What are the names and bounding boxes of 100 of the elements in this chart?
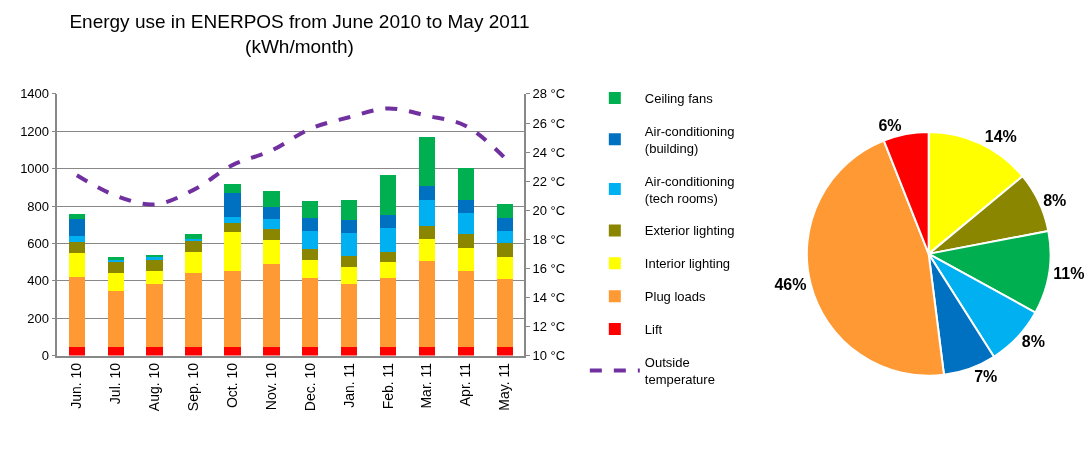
bar xyxy=(457,200,474,213)
bar xyxy=(185,238,202,241)
bar xyxy=(379,347,397,356)
bar xyxy=(185,251,202,274)
bar xyxy=(418,186,436,200)
data-label: 8% xyxy=(1021,332,1045,350)
bar xyxy=(302,347,319,356)
bar xyxy=(418,238,436,262)
legend-label: Exterior lighting xyxy=(644,223,735,239)
bar xyxy=(263,219,280,230)
legend-label: Air-conditioning (tech rooms) xyxy=(644,173,735,206)
bar xyxy=(418,347,436,356)
x-tick-label: May. 11 xyxy=(496,362,513,411)
bar xyxy=(68,252,86,278)
y2-tick-label: 16 °C xyxy=(532,260,566,276)
bar xyxy=(224,217,241,223)
bar xyxy=(379,175,397,216)
bar xyxy=(340,233,358,256)
x-tick-label: Jun. 10 xyxy=(68,362,85,409)
bar xyxy=(107,273,124,292)
bar xyxy=(224,232,241,272)
bar xyxy=(263,229,280,240)
data-label: 11% xyxy=(1053,264,1085,282)
bar xyxy=(263,207,280,220)
bar xyxy=(302,249,319,261)
x-tick-label: Sep. 10 xyxy=(185,362,202,412)
y2-tick-label: 22 °C xyxy=(532,173,566,189)
bar xyxy=(263,264,280,348)
x-tick-label: Mar. 11 xyxy=(418,362,435,409)
bar xyxy=(107,262,124,274)
bar xyxy=(302,260,319,279)
bar xyxy=(340,220,358,234)
bar xyxy=(68,277,86,348)
x-tick-label: Dec. 10 xyxy=(301,362,318,412)
y2-tick-label: 26 °C xyxy=(532,115,566,131)
bar xyxy=(379,278,397,348)
y-tick-label: 1400 xyxy=(20,86,50,102)
bar xyxy=(496,204,513,219)
bar xyxy=(340,347,358,356)
y2-tick-label: 24 °C xyxy=(532,144,566,160)
bar xyxy=(107,347,124,356)
bar xyxy=(107,291,124,348)
bar xyxy=(418,225,436,239)
bar xyxy=(68,219,86,236)
bar xyxy=(379,227,397,252)
bar xyxy=(457,212,474,235)
bar xyxy=(457,271,474,348)
bar xyxy=(302,201,319,219)
bar xyxy=(379,251,397,263)
bar xyxy=(224,192,241,218)
bar xyxy=(68,235,86,242)
y-tick-label: 800 xyxy=(27,198,50,214)
data-label: 8% xyxy=(1043,191,1067,209)
x-tick-label: Oct. 10 xyxy=(223,362,240,409)
bar xyxy=(496,231,513,244)
bar xyxy=(302,231,319,250)
legend-label: Ceiling fans xyxy=(644,90,714,106)
y2-tick-label: 14 °C xyxy=(532,289,566,305)
bar xyxy=(496,243,513,258)
bar xyxy=(457,248,474,272)
bar xyxy=(185,234,202,239)
y-tick-label: 400 xyxy=(27,273,50,289)
bar xyxy=(68,241,86,253)
bar xyxy=(146,270,163,284)
data-label: 46% xyxy=(774,276,807,294)
bar xyxy=(340,199,358,221)
bar xyxy=(457,234,474,249)
bar xyxy=(418,199,436,226)
bar xyxy=(379,262,397,279)
bar xyxy=(146,347,163,356)
y2-tick-label: 18 °C xyxy=(532,231,566,247)
bar xyxy=(418,136,436,187)
bar xyxy=(224,271,241,348)
x-tick-label: Nov. 10 xyxy=(262,362,279,411)
bar xyxy=(457,347,474,356)
bar xyxy=(224,222,241,233)
y-tick-label: 600 xyxy=(27,235,50,251)
legend-label: Lift xyxy=(644,322,663,338)
data-label: 6% xyxy=(878,117,902,135)
bar xyxy=(418,261,436,348)
bar xyxy=(146,283,163,348)
x-tick-label: Jul. 10 xyxy=(107,362,124,405)
y2-tick-label: 20 °C xyxy=(532,202,566,218)
bar xyxy=(496,347,513,356)
legend-label: Interior lighting xyxy=(644,256,731,272)
x-tick-label: Apr. 11 xyxy=(457,362,474,407)
y-tick-label: 1200 xyxy=(20,123,50,139)
bar xyxy=(146,259,163,271)
bar xyxy=(379,215,397,228)
y-tick-label: 0 xyxy=(41,348,50,364)
y2-tick-label: 28 °C xyxy=(532,86,566,102)
bar xyxy=(263,347,280,356)
legend-label: Plug loads xyxy=(644,289,707,305)
bar xyxy=(340,283,358,348)
bar xyxy=(224,347,241,356)
bar xyxy=(302,278,319,348)
chart-title: Energy use in ENERPOS from June 2010 to May 2011 (kWh/month) xyxy=(69,11,530,58)
bar xyxy=(457,167,474,201)
y-tick-label: 200 xyxy=(27,310,50,326)
data-label: 7% xyxy=(974,367,998,385)
